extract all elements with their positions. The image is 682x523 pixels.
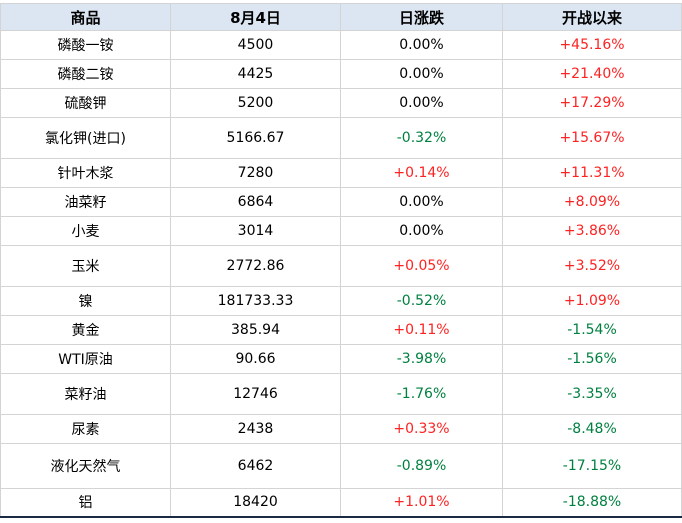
daily-change-cell: +0.05%	[340, 245, 503, 287]
table-row: 磷酸二铵 4425 0.00% +21.40%	[0, 59, 682, 89]
daily-change-cell: 0.00%	[340, 59, 503, 89]
table-row: 磷酸一铵 4500 0.00% +45.16%	[0, 30, 682, 60]
column-header-daily-change: 日涨跌	[340, 3, 503, 31]
commodity-name-cell: 小麦	[0, 216, 171, 246]
table-body: 磷酸一铵 4500 0.00% +45.16% 磷酸二铵 4425 0.00% +21.40%…	[0, 30, 682, 517]
commodity-name-cell: 磷酸二铵	[0, 59, 171, 89]
table-row: 镍 181733.33 -0.52% +1.09%	[0, 286, 682, 316]
column-header-since-war-start: 开战以来	[502, 3, 682, 31]
table-row: 氯化钾(进口) 5166.67 -0.32% +15.67%	[0, 117, 682, 159]
commodity-price-table: 商品 8月4日 日涨跌 开战以来 磷酸一铵 4500 0.00% +45.16% 磷酸二…	[0, 3, 682, 518]
table-row: 玉米 2772.86 +0.05% +3.52%	[0, 245, 682, 287]
since-war-cell: +45.16%	[502, 30, 682, 60]
price-cell: 18420	[170, 488, 341, 517]
since-war-cell: +21.40%	[502, 59, 682, 89]
commodity-name-cell: 油菜籽	[0, 187, 171, 217]
price-cell: 12746	[170, 373, 341, 415]
price-cell: 181733.33	[170, 286, 341, 316]
daily-change-cell: +0.11%	[340, 315, 503, 345]
price-cell: 5166.67	[170, 117, 341, 159]
commodity-name-cell: 玉米	[0, 245, 171, 287]
since-war-cell: -17.15%	[502, 443, 682, 489]
price-cell: 6462	[170, 443, 341, 489]
price-cell: 3014	[170, 216, 341, 246]
since-war-cell: -1.56%	[502, 344, 682, 374]
since-war-cell: +3.86%	[502, 216, 682, 246]
daily-change-cell: -1.76%	[340, 373, 503, 415]
table-row: 菜籽油 12746 -1.76% -3.35%	[0, 373, 682, 415]
table-row: 铝 18420 +1.01% -18.88%	[0, 488, 682, 517]
price-cell: 2438	[170, 414, 341, 444]
commodity-name-cell: 黄金	[0, 315, 171, 345]
header-row: 商品 8月4日 日涨跌 开战以来	[0, 3, 682, 31]
daily-change-cell: +0.33%	[340, 414, 503, 444]
commodity-name-cell: 液化天然气	[0, 443, 171, 489]
table-row: 液化天然气 6462 -0.89% -17.15%	[0, 443, 682, 489]
daily-change-cell: 0.00%	[340, 30, 503, 60]
column-header-aug4-price: 8月4日	[170, 3, 341, 31]
daily-change-cell: -0.32%	[340, 117, 503, 159]
table-row: WTI原油 90.66 -3.98% -1.56%	[0, 344, 682, 374]
since-war-cell: +15.67%	[502, 117, 682, 159]
table-row: 油菜籽 6864 0.00% +8.09%	[0, 187, 682, 217]
column-header-commodity: 商品	[0, 3, 171, 31]
since-war-cell: -8.48%	[502, 414, 682, 444]
table-row: 小麦 3014 0.00% +3.86%	[0, 216, 682, 246]
table-row: 硫酸钾 5200 0.00% +17.29%	[0, 88, 682, 118]
daily-change-cell: 0.00%	[340, 88, 503, 118]
since-war-cell: -1.54%	[502, 315, 682, 345]
commodity-name-cell: WTI原油	[0, 344, 171, 374]
since-war-cell: +8.09%	[502, 187, 682, 217]
commodity-name-cell: 硫酸钾	[0, 88, 171, 118]
daily-change-cell: -0.89%	[340, 443, 503, 489]
price-cell: 4425	[170, 59, 341, 89]
price-cell: 90.66	[170, 344, 341, 374]
price-cell: 4500	[170, 30, 341, 60]
price-cell: 2772.86	[170, 245, 341, 287]
since-war-cell: +3.52%	[502, 245, 682, 287]
price-cell: 5200	[170, 88, 341, 118]
since-war-cell: +1.09%	[502, 286, 682, 316]
price-cell: 6864	[170, 187, 341, 217]
since-war-cell: -18.88%	[502, 488, 682, 517]
commodity-name-cell: 镍	[0, 286, 171, 316]
price-cell: 385.94	[170, 315, 341, 345]
commodity-name-cell: 铝	[0, 488, 171, 517]
daily-change-cell: -3.98%	[340, 344, 503, 374]
price-cell: 7280	[170, 158, 341, 188]
since-war-cell: -3.35%	[502, 373, 682, 415]
commodity-name-cell: 氯化钾(进口)	[0, 117, 171, 159]
table-row: 针叶木浆 7280 +0.14% +11.31%	[0, 158, 682, 188]
daily-change-cell: -0.52%	[340, 286, 503, 316]
table-row: 尿素 2438 +0.33% -8.48%	[0, 414, 682, 444]
since-war-cell: +17.29%	[502, 88, 682, 118]
table-row: 黄金 385.94 +0.11% -1.54%	[0, 315, 682, 345]
commodity-name-cell: 针叶木浆	[0, 158, 171, 188]
since-war-cell: +11.31%	[502, 158, 682, 188]
commodity-name-cell: 磷酸一铵	[0, 30, 171, 60]
daily-change-cell: +0.14%	[340, 158, 503, 188]
daily-change-cell: +1.01%	[340, 488, 503, 517]
commodity-name-cell: 尿素	[0, 414, 171, 444]
daily-change-cell: 0.00%	[340, 216, 503, 246]
daily-change-cell: 0.00%	[340, 187, 503, 217]
commodity-name-cell: 菜籽油	[0, 373, 171, 415]
